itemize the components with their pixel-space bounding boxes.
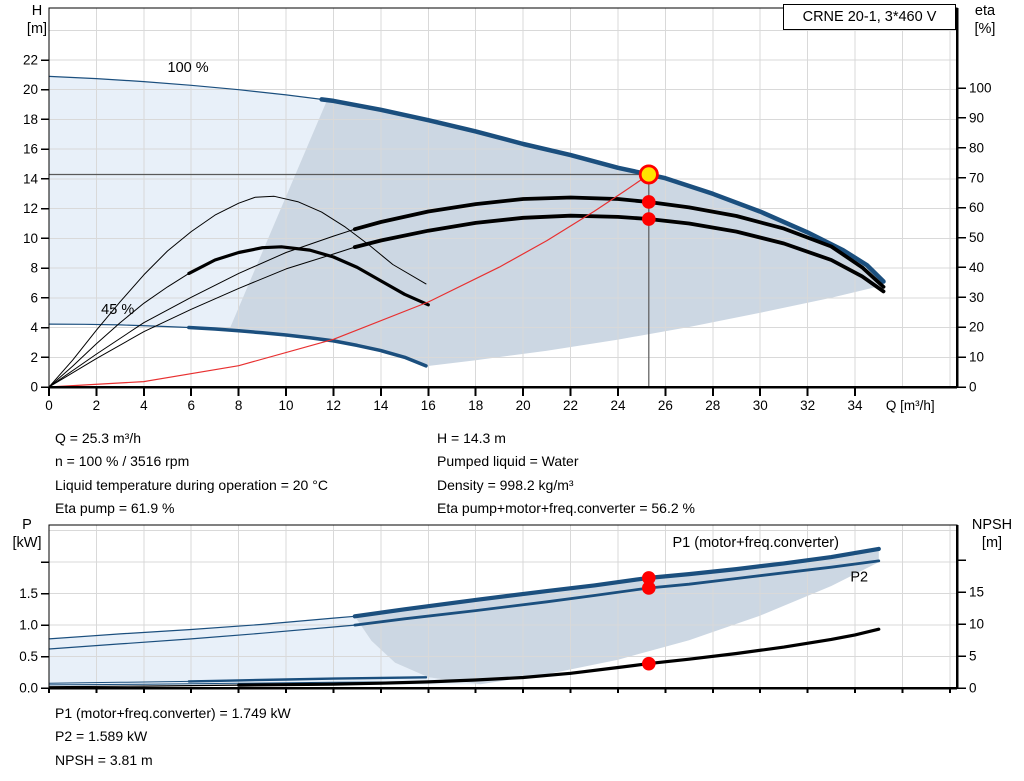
p-axis-unit: [kW] <box>12 535 42 551</box>
y-left-tick-label: 1.5 <box>19 586 38 601</box>
y-left-tick-label: 16 <box>23 142 38 157</box>
curve-eta-total-45-thick <box>187 245 430 307</box>
duty-point-marker[interactable] <box>638 164 659 185</box>
y-left-tick-label: 4 <box>30 320 38 335</box>
y-left-tick-label: 0.0 <box>19 681 38 696</box>
info-density: Density = 998.2 kg/m³ <box>437 476 574 493</box>
eta-total-point-marker[interactable] <box>642 212 656 226</box>
y-right-tick-label: 30 <box>969 290 984 305</box>
y-right-tick-label: 0 <box>969 681 977 696</box>
x-axis-unit-label: Q [m³/h] <box>886 398 935 413</box>
y-left-tick-label: 18 <box>23 112 38 127</box>
eta-pump-point-marker[interactable] <box>642 195 656 209</box>
y-left-tick-label: 6 <box>30 290 38 305</box>
y-left-tick-label: 0 <box>30 380 38 395</box>
operating-range-dark <box>229 101 884 367</box>
y-left-tick-label: 20 <box>23 82 38 97</box>
npsh-point-marker[interactable] <box>642 656 656 671</box>
curve-p1-45-thick <box>187 676 428 683</box>
h-axis-label: H <box>31 3 43 19</box>
y-left-tick-label: 14 <box>23 171 39 186</box>
y-left-tick-label: 22 <box>23 53 38 68</box>
curve-eta-total-100-thick <box>352 213 886 294</box>
y-right-tick-label: 0 <box>969 380 977 395</box>
info-pumped-liquid: Pumped liquid = Water <box>437 453 579 470</box>
info-speed: n = 100 % / 3516 rpm <box>55 453 190 470</box>
npsh-axis-unit: [m] <box>981 535 1003 551</box>
power-info: P1 (motor+freq.converter) = 1.749 kW P2 … <box>55 702 291 772</box>
x-tick-label: 10 <box>279 398 294 413</box>
y-right-tick-label: 80 <box>969 140 984 155</box>
curve-label: P2 <box>850 570 868 586</box>
power-range-dark <box>354 548 879 685</box>
info-p2: P2 = 1.589 kW <box>55 728 148 745</box>
info-eta-total: Eta pump+motor+freq.converter = 56.2 % <box>437 499 695 516</box>
x-tick-label: 20 <box>516 398 531 413</box>
y-right-tick-label: 10 <box>969 617 984 632</box>
curve-qh-100-thick <box>319 97 886 284</box>
y-left-tick-label: 1.0 <box>19 618 38 633</box>
x-tick-label: 18 <box>468 398 483 413</box>
x-tick-label: 34 <box>848 398 864 413</box>
y-right-tick-label: 40 <box>969 260 984 275</box>
curve-label: 45 % <box>101 302 134 318</box>
y-left-tick-label: 8 <box>30 261 38 276</box>
x-tick-label: 28 <box>705 398 720 413</box>
x-tick-label: 32 <box>800 398 815 413</box>
p2-point-marker[interactable] <box>642 581 656 595</box>
curve-control-curve <box>48 173 650 388</box>
info-npsh: NPSH = 3.81 m <box>55 751 153 768</box>
info-liquid-temp: Liquid temperature during operation = 20… <box>55 476 328 493</box>
y-right-tick-label: 15 <box>969 585 984 600</box>
x-tick-label: 24 <box>610 398 626 413</box>
power-range-light <box>49 616 481 686</box>
y-right-tick-label: 20 <box>969 320 984 335</box>
x-tick-label: 16 <box>421 398 436 413</box>
curve-qh-45-thick <box>187 325 428 368</box>
x-tick-label: 14 <box>373 398 389 413</box>
curve-label: P1 (motor+freq.converter) <box>673 535 839 551</box>
x-tick-label: 12 <box>326 398 341 413</box>
duty-info-left: Q = 25.3 m³/h n = 100 % / 3516 rpm Liqui… <box>55 427 328 520</box>
p-axis-label: P <box>22 517 32 533</box>
y-left-tick-label: 12 <box>23 201 38 216</box>
x-tick-label: 4 <box>140 398 148 413</box>
y-right-tick-label: 90 <box>969 110 984 125</box>
eta-axis-label: eta <box>974 3 996 19</box>
npsh-axis-label: NPSH <box>971 517 1013 533</box>
y-right-tick-label: 100 <box>969 81 992 96</box>
y-left-tick-label: 10 <box>23 231 38 246</box>
curve-eta-pump-100-thick <box>352 195 886 289</box>
y-right-tick-label: 60 <box>969 200 984 215</box>
y-right-tick-label: 10 <box>969 350 984 365</box>
y-right-tick-label: 5 <box>969 649 977 664</box>
y-right-tick-label: 70 <box>969 170 984 185</box>
curve-eta-pump-45 <box>48 195 427 388</box>
info-head: H = 14.3 m <box>437 430 506 446</box>
info-flow: Q = 25.3 m³/h <box>55 430 141 446</box>
x-tick-label: 6 <box>187 398 195 413</box>
info-eta-pump: Eta pump = 61.9 % <box>55 499 175 516</box>
x-tick-label: 26 <box>658 398 673 413</box>
duty-info-right: H = 14.3 m Pumped liquid = Water Density… <box>437 427 695 520</box>
x-tick-label: 2 <box>93 398 101 413</box>
curve-npsh-thick <box>237 627 881 687</box>
x-tick-label: 22 <box>563 398 578 413</box>
y-right-tick-label: 50 <box>969 230 984 245</box>
eta-axis-unit: [%] <box>974 21 996 37</box>
p1-point-marker[interactable] <box>642 571 656 585</box>
x-tick-label: 8 <box>235 398 243 413</box>
curve-label: 100 % <box>168 60 209 76</box>
info-p1: P1 (motor+freq.converter) = 1.749 kW <box>55 705 291 721</box>
operating-range-light <box>49 76 327 330</box>
y-left-tick-label: 0.5 <box>19 649 38 664</box>
x-tick-label: 0 <box>45 398 53 413</box>
h-axis-unit: [m] <box>26 21 48 37</box>
y-left-tick-label: 2 <box>30 350 38 365</box>
x-tick-label: 30 <box>753 398 768 413</box>
pump-title-box: CRNE 20-1, 3*460 V <box>783 4 956 30</box>
